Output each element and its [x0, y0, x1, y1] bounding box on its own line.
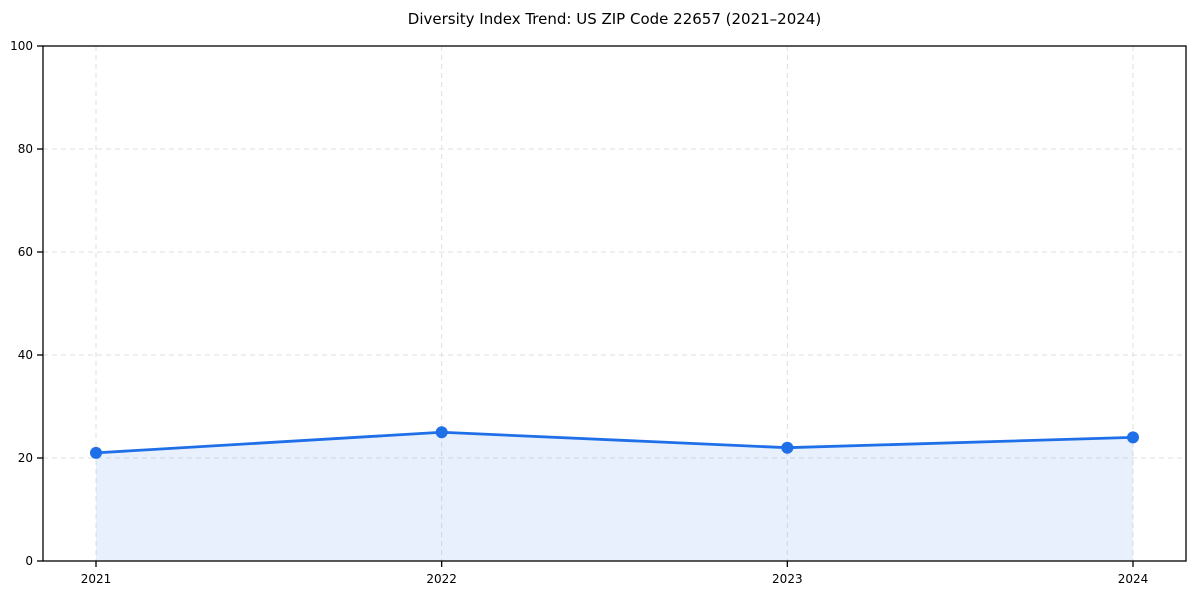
- data-point-marker: [781, 441, 794, 454]
- data-point-marker: [1127, 431, 1139, 444]
- area-fill: [96, 432, 1133, 561]
- y-tick-label: 20: [18, 451, 33, 465]
- x-tick-label: 2024: [1118, 572, 1149, 586]
- y-tick-label: 60: [18, 245, 33, 259]
- data-point-marker: [90, 446, 102, 459]
- x-tick-label: 2022: [426, 572, 457, 586]
- data-point-marker: [435, 426, 448, 439]
- y-tick-label: 100: [10, 39, 33, 53]
- y-tick-label: 40: [18, 348, 33, 362]
- chart-title: Diversity Index Trend: US ZIP Code 22657…: [407, 10, 822, 28]
- x-tick-label: 2021: [81, 572, 112, 586]
- y-tick-label: 0: [25, 554, 33, 568]
- x-tick-label: 2023: [772, 572, 803, 586]
- plot-border: [42, 45, 1187, 562]
- y-tick-label: 80: [18, 142, 33, 156]
- trend-line: [94, 430, 1135, 455]
